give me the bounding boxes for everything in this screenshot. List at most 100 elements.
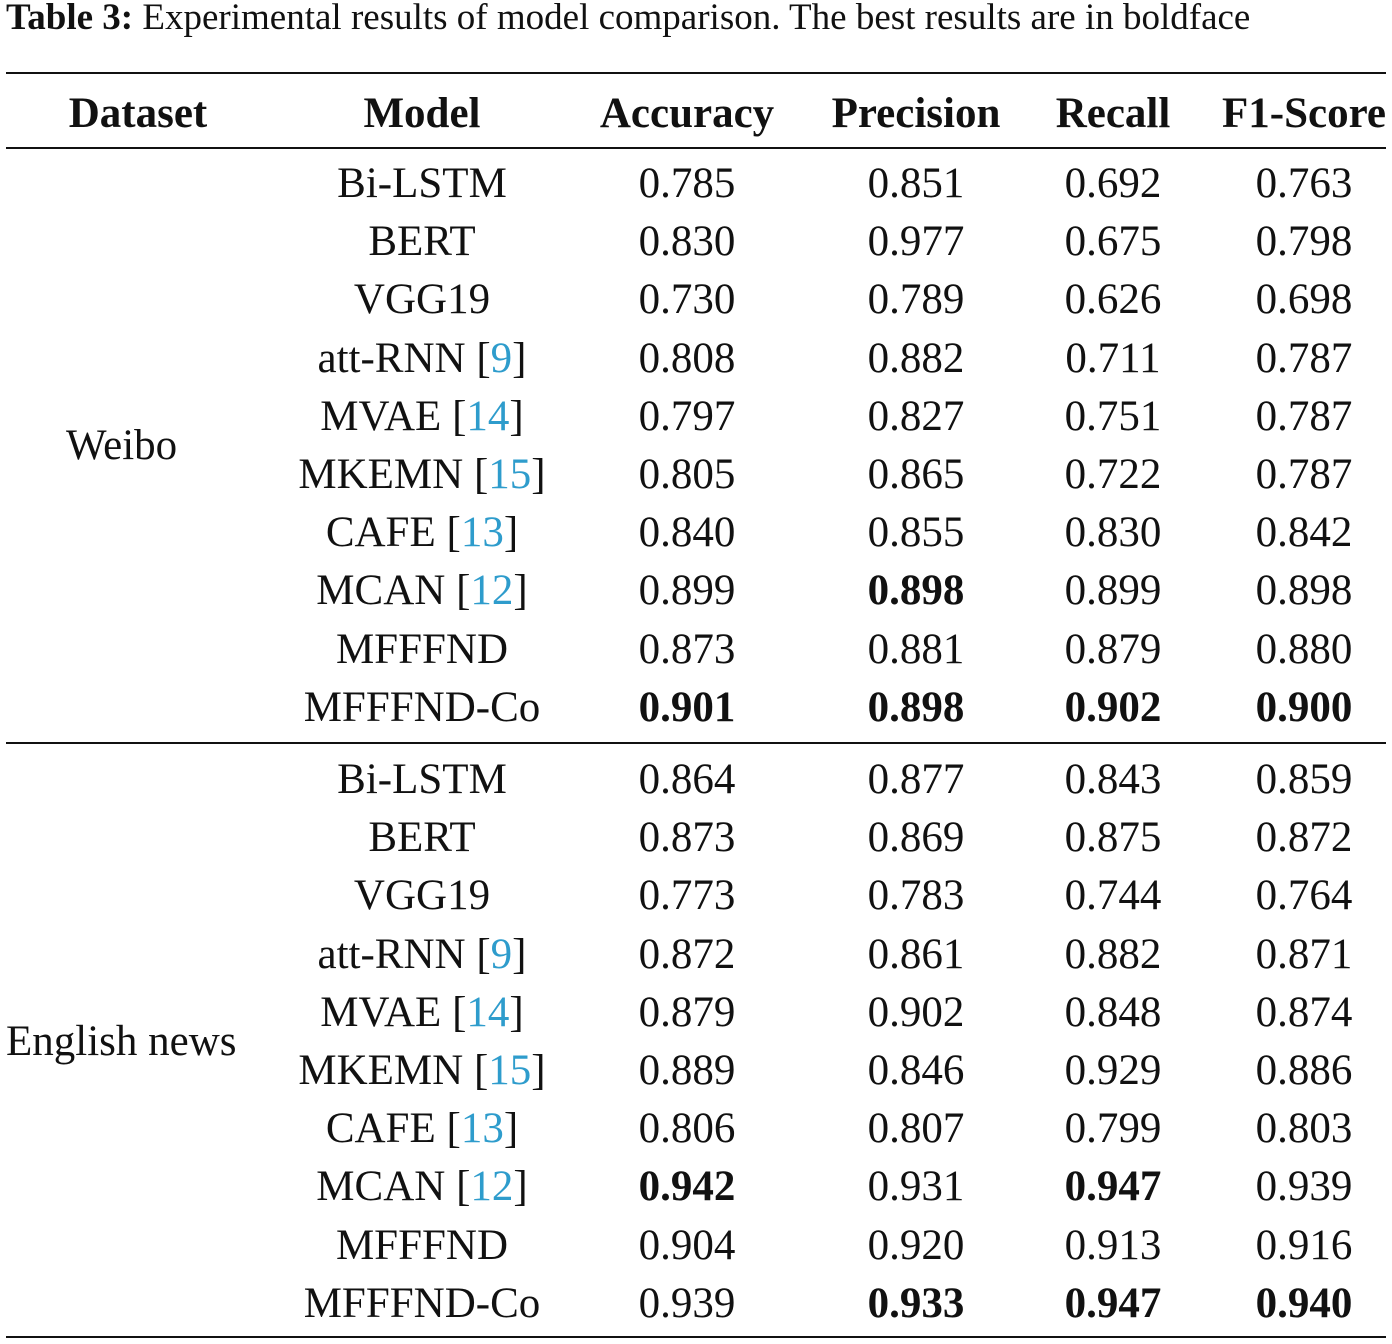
citation-link[interactable]: 9 — [490, 930, 513, 978]
accuracy-value: 0.808 — [638, 334, 736, 382]
accuracy-value: 0.942 — [638, 1163, 736, 1211]
f1-score-value: 0.872 — [1255, 814, 1353, 862]
model-cell: MFFFND-Co — [290, 1278, 554, 1330]
model-name: MKEMN — [298, 451, 464, 498]
accuracy-value: 0.904 — [638, 1221, 736, 1269]
model-cell: MFFFND-Co — [290, 682, 554, 734]
citation-link[interactable]: 14 — [466, 988, 510, 1036]
accuracy-value: 0.797 — [638, 392, 736, 440]
model-cell: Bi-LSTM — [290, 158, 554, 210]
model-cell: CAFE [13] — [325, 1105, 519, 1153]
header-model: Model — [363, 90, 481, 137]
model-name: VGG19 — [353, 276, 491, 324]
f1-score-value: 0.859 — [1255, 756, 1353, 803]
model-name: MFFFND — [335, 1221, 509, 1269]
accuracy-value: 0.830 — [638, 218, 736, 266]
model-name: BERT — [368, 218, 476, 266]
accuracy-value: 0.901 — [638, 683, 736, 731]
f1-score-value: 0.940 — [1255, 1279, 1353, 1327]
model-name: att-RNN — [317, 930, 466, 978]
model-name: MFFFND-Co — [303, 1279, 541, 1327]
model-cell: MVAE [14] — [320, 392, 524, 440]
model-name: CAFE — [325, 1105, 436, 1153]
precision-value: 0.977 — [867, 218, 965, 266]
header-accuracy: Accuracy — [599, 90, 775, 137]
model-cell: att-RNN [9] — [317, 930, 527, 978]
model-cell: VGG19 — [290, 870, 554, 922]
group-separator-rule — [6, 742, 1386, 744]
recall-value: 0.902 — [1064, 683, 1162, 731]
model-name: MVAE — [320, 392, 442, 440]
accuracy-value: 0.730 — [638, 276, 736, 324]
top-rule — [6, 72, 1386, 74]
model-name: MCAN — [316, 567, 446, 615]
precision-value: 0.865 — [867, 451, 965, 498]
dataset-label: English news — [6, 1017, 237, 1065]
precision-value: 0.898 — [867, 683, 965, 731]
model-cell: VGG19 — [290, 274, 554, 326]
f1-score-value: 0.803 — [1255, 1105, 1353, 1153]
f1-score-value: 0.880 — [1255, 625, 1353, 673]
citation-link[interactable]: 12 — [470, 1163, 514, 1211]
accuracy-value: 0.879 — [638, 988, 736, 1036]
recall-value: 0.913 — [1064, 1221, 1162, 1269]
recall-value: 0.875 — [1064, 814, 1162, 862]
precision-value: 0.789 — [867, 276, 965, 324]
precision-value: 0.861 — [867, 930, 965, 978]
f1-score-value: 0.787 — [1255, 334, 1353, 382]
model-name: MKEMN — [298, 1047, 464, 1094]
model-cell: att-RNN [9] — [317, 334, 527, 382]
accuracy-value: 0.889 — [638, 1047, 736, 1094]
f1-score-value: 0.798 — [1255, 218, 1353, 266]
model-cell: MKEMN [15] — [298, 451, 546, 498]
model-name: CAFE — [325, 509, 436, 557]
precision-value: 0.869 — [867, 814, 965, 862]
f1-score-value: 0.916 — [1255, 1221, 1353, 1269]
model-name: BERT — [368, 814, 476, 862]
header-rule — [6, 147, 1386, 149]
recall-value: 0.711 — [1065, 334, 1161, 382]
model-cell: BERT — [290, 812, 554, 864]
f1-score-value: 0.698 — [1255, 276, 1353, 324]
citation-link[interactable]: 15 — [488, 451, 532, 498]
recall-value: 0.848 — [1064, 988, 1162, 1036]
f1-score-value: 0.787 — [1255, 451, 1353, 498]
accuracy-value: 0.873 — [638, 625, 736, 673]
recall-value: 0.830 — [1064, 509, 1162, 557]
recall-value: 0.882 — [1064, 930, 1162, 978]
model-name: att-RNN — [317, 334, 466, 382]
precision-value: 0.898 — [867, 567, 965, 615]
model-name: MVAE — [320, 988, 442, 1036]
recall-value: 0.843 — [1064, 756, 1162, 803]
recall-value: 0.799 — [1064, 1105, 1162, 1153]
citation-link[interactable]: 14 — [466, 392, 510, 440]
citation-link[interactable]: 13 — [460, 509, 504, 557]
precision-value: 0.827 — [867, 392, 965, 440]
recall-value: 0.626 — [1064, 276, 1162, 324]
accuracy-value: 0.864 — [638, 756, 736, 803]
model-cell: MFFFND — [290, 624, 554, 676]
f1-score-value: 0.842 — [1255, 509, 1353, 557]
citation-link[interactable]: 12 — [470, 567, 514, 615]
accuracy-value: 0.805 — [638, 451, 736, 498]
model-name: MFFFND-Co — [303, 683, 541, 731]
precision-value: 0.920 — [867, 1221, 965, 1269]
citation-link[interactable]: 9 — [490, 334, 513, 382]
model-cell: MCAN [12] — [316, 567, 528, 615]
model-cell: MKEMN [15] — [298, 1047, 546, 1094]
recall-value: 0.899 — [1064, 567, 1162, 615]
model-name: MFFFND — [335, 625, 509, 673]
precision-value: 0.881 — [867, 625, 965, 673]
f1-score-value: 0.898 — [1255, 567, 1353, 615]
citation-link[interactable]: 15 — [488, 1047, 532, 1094]
model-name: Bi-LSTM — [337, 160, 507, 207]
bottom-rule — [6, 1336, 1386, 1338]
precision-value: 0.851 — [867, 160, 965, 207]
citation-link[interactable]: 13 — [460, 1105, 504, 1153]
f1-score-value: 0.939 — [1255, 1163, 1353, 1211]
precision-value: 0.931 — [867, 1163, 965, 1211]
model-name: MCAN — [316, 1163, 446, 1211]
model-name: Bi-LSTM — [337, 756, 507, 803]
accuracy-value: 0.872 — [638, 930, 736, 978]
recall-value: 0.722 — [1064, 451, 1162, 498]
